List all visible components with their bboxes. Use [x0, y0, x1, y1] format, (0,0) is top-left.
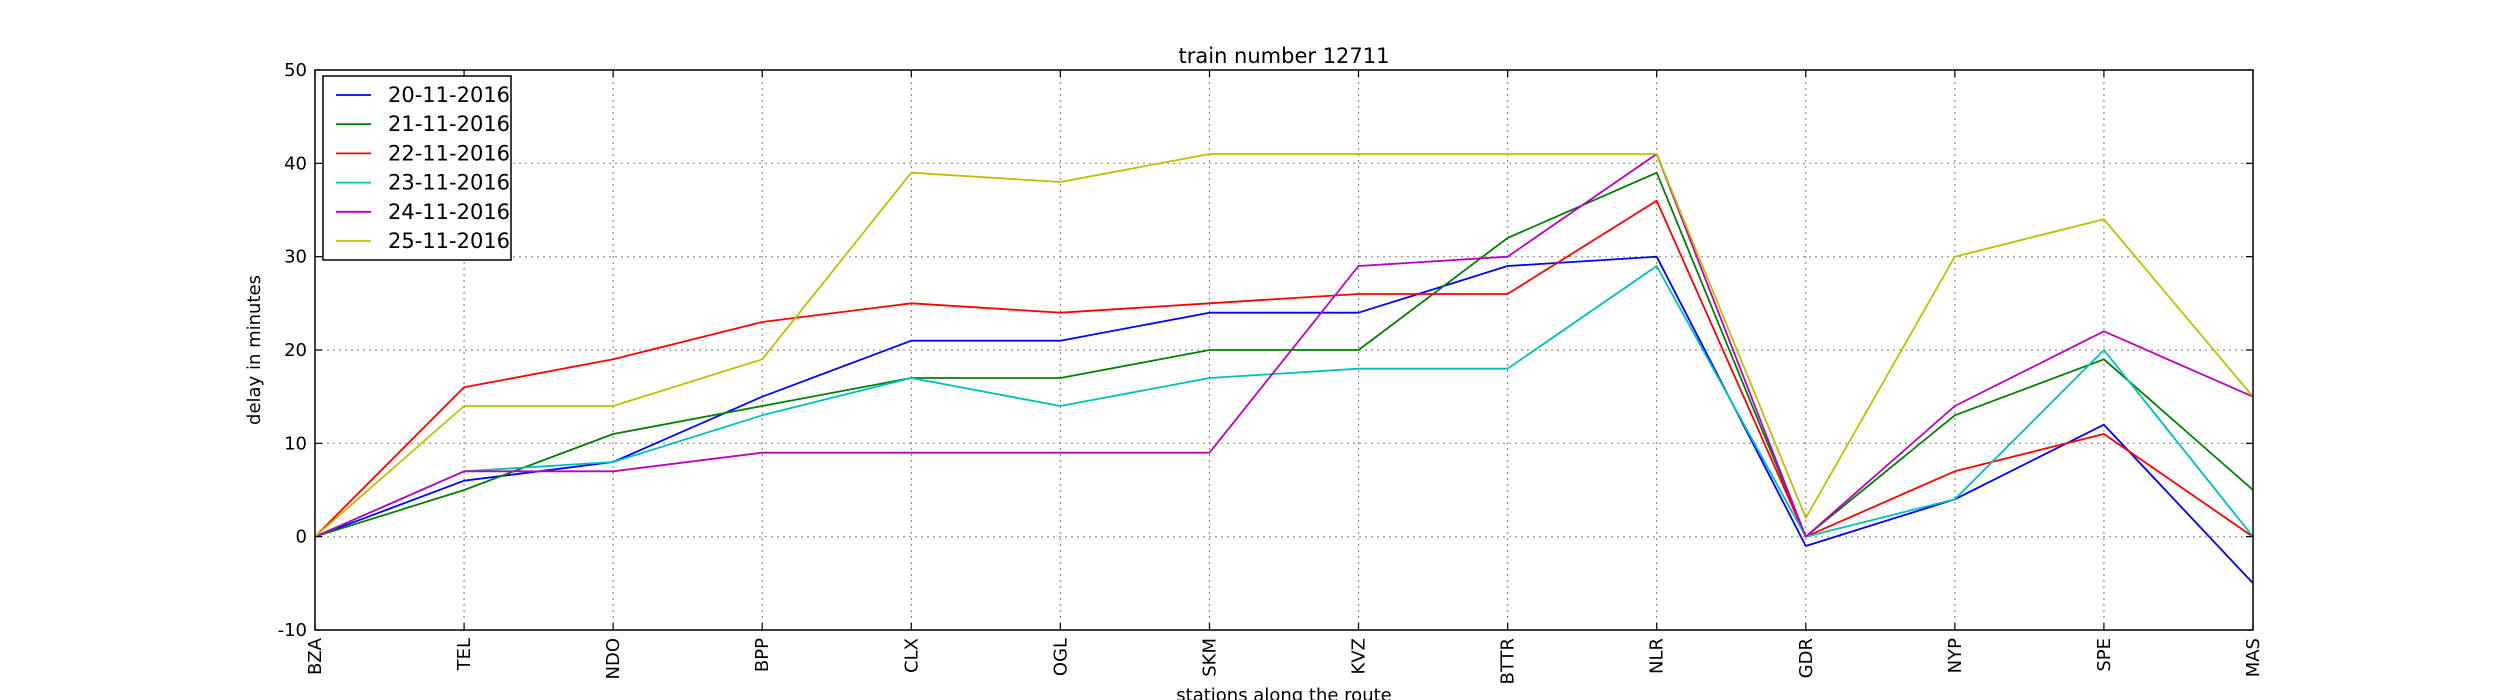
x-tick-label: SPE	[2094, 638, 2115, 672]
x-tick-label: NDO	[603, 638, 624, 680]
x-tick-label: SKM	[1199, 638, 1220, 677]
x-tick-label: BTTR	[1498, 638, 1519, 685]
x-tick-label: GDR	[1796, 638, 1817, 678]
series-line-23-11-2016	[314, 265, 2254, 538]
legend: 20-11-2016 21-11-2016 22-11-2016 23-11-2016…	[322, 75, 512, 261]
y-tick-label: -10	[278, 620, 307, 641]
x-tick-label: MAS	[2243, 638, 2264, 677]
legend-label: 21-11-2016	[388, 112, 510, 136]
chart-title: train number 12711	[1179, 44, 1390, 68]
grid	[315, 70, 2253, 630]
y-tick-label: 10	[284, 433, 307, 454]
x-axis: BZA TEL NDO BPP CLX OGL SKM KVZ BTTR NLR GDR NYP SPE…	[305, 70, 2264, 685]
x-tick-label: TEL	[454, 638, 475, 671]
x-tick-label: BZA	[305, 637, 326, 675]
x-tick-label: BPP	[752, 638, 773, 672]
legend-label: 20-11-2016	[388, 83, 510, 107]
y-tick-label: 20	[284, 340, 307, 361]
series-line-20-11-2016	[314, 255, 2254, 584]
series-line-22-11-2016	[314, 199, 2254, 538]
legend-label: 22-11-2016	[388, 141, 510, 165]
y-tick-label: 50	[284, 60, 307, 81]
y-tick-label: 30	[284, 247, 307, 268]
series-lines	[314, 153, 2254, 584]
y-axis: -10 0 10 20 30 40 50	[278, 60, 2253, 641]
x-tick-label: KVZ	[1349, 638, 1370, 674]
series-line-25-11-2016	[314, 153, 2254, 538]
legend-label: 24-11-2016	[388, 200, 510, 224]
y-tick-label: 0	[296, 527, 307, 548]
x-tick-label: CLX	[901, 638, 922, 673]
legend-label: 25-11-2016	[388, 229, 510, 253]
legend-label: 23-11-2016	[388, 171, 510, 195]
x-tick-label: NYP	[1945, 638, 1966, 673]
series-line-21-11-2016	[314, 171, 2254, 538]
legend-box	[322, 75, 512, 261]
x-tick-label: NLR	[1647, 638, 1668, 674]
series-line-24-11-2016	[314, 153, 2254, 538]
y-tick-label: 40	[284, 153, 307, 174]
x-axis-title: stations along the route	[1176, 685, 1391, 700]
y-axis-title: delay in minutes	[244, 275, 265, 425]
x-tick-label: OGL	[1050, 638, 1071, 676]
